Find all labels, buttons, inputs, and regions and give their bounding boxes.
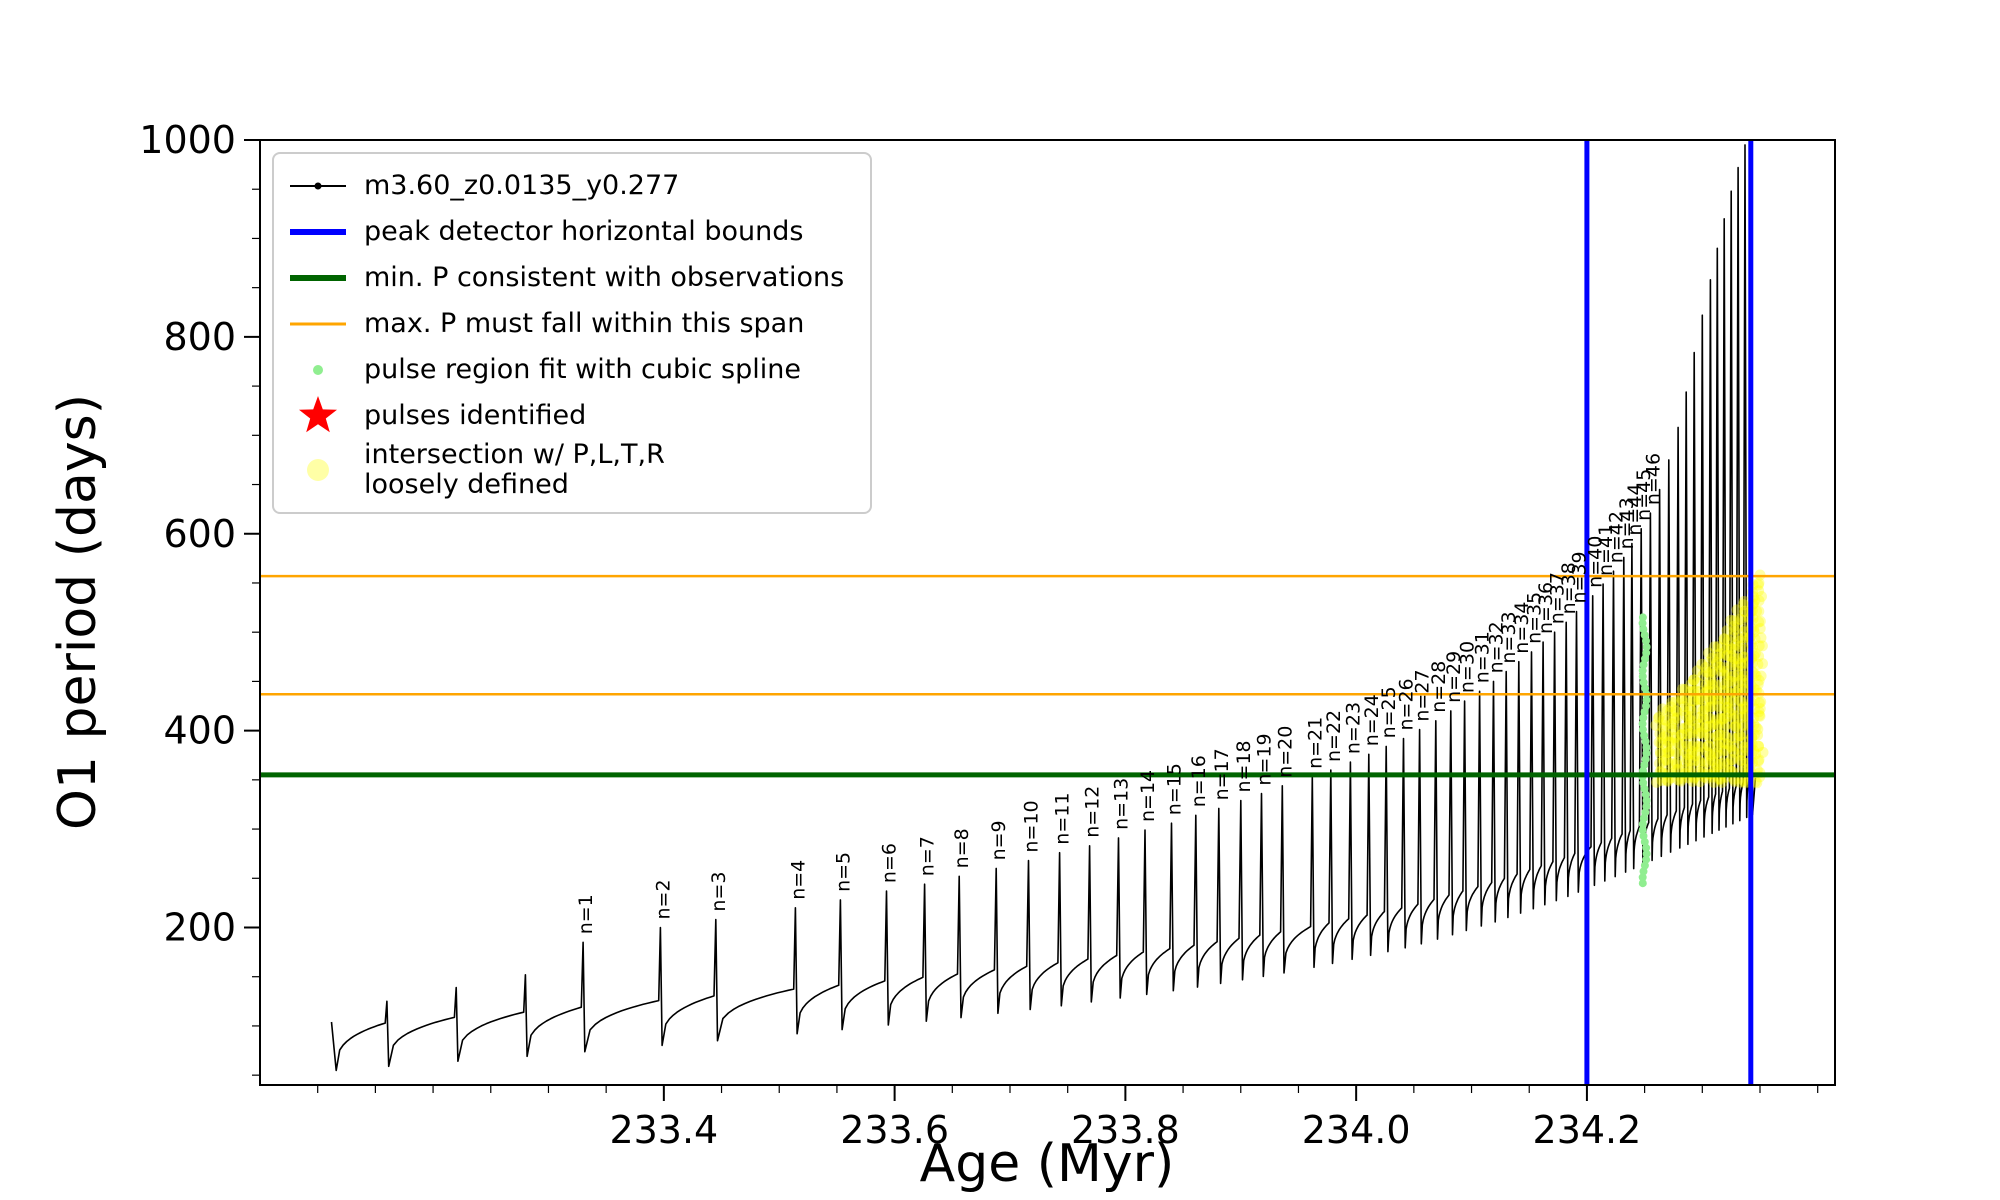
pulse-label: n=15 — [1164, 763, 1186, 815]
x-tick-label: 234.2 — [1533, 1108, 1642, 1152]
legend-item-label: min. P consistent with observations — [364, 261, 845, 293]
pulse-label: n=44 — [1624, 483, 1646, 535]
x-axis-label: Age (Myr) — [919, 1134, 1175, 1194]
pulse-label: n=34 — [1511, 602, 1533, 654]
legend-item-intersection: intersection w/ P,L,T,R loosely defined — [286, 439, 844, 501]
pulse-label: n=32 — [1486, 621, 1508, 673]
pulse-label: n=46 — [1642, 453, 1664, 505]
pulse-label: n=30 — [1457, 641, 1479, 693]
pulse-label: n=26 — [1396, 678, 1418, 730]
legend-item-label: pulses identified — [364, 399, 587, 431]
legend-item-max-p: max. P must fall within this span — [286, 302, 844, 346]
pulse-label: n=2 — [652, 879, 674, 919]
pulse-label: n=35 — [1524, 592, 1546, 644]
pulse-label: n=20 — [1274, 726, 1296, 778]
y-tick-label: 400 — [163, 709, 236, 753]
pulse-label: n=17 — [1211, 748, 1233, 800]
legend-item-pulse-region: pulse region fit with cubic spline — [286, 348, 844, 392]
pulse-label: n=39 — [1569, 551, 1591, 603]
pulse-label: n=21 — [1304, 717, 1326, 769]
pulse-label: n=43 — [1616, 497, 1638, 549]
pulse-label: n=28 — [1428, 661, 1450, 713]
legend: m3.60_z0.0135_y0.277 peak detector horiz… — [272, 152, 873, 515]
pulse-label: n=41 — [1595, 524, 1617, 576]
pulse-label: n=5 — [832, 852, 854, 892]
pulse-label: n=9 — [988, 820, 1010, 860]
yellow-blob-marker-icon — [286, 448, 350, 492]
legend-item-label: pulse region fit with cubic spline — [364, 353, 801, 385]
pulse-label: n=10 — [1021, 800, 1043, 852]
y-tick-label: 1000 — [139, 118, 236, 162]
pulse-label: n=7 — [917, 836, 939, 876]
pulse-label: n=31 — [1472, 631, 1494, 683]
pulse-label: n=25 — [1378, 686, 1400, 738]
y-tick-label: 800 — [163, 315, 236, 359]
x-tick-label: 234.0 — [1302, 1108, 1411, 1152]
pulse-label: n=18 — [1233, 740, 1255, 792]
pulse-label: n=6 — [879, 843, 901, 883]
legend-item-pulses-identified: pulses identified — [286, 394, 844, 438]
pulse-number-labels: n=1 n=2 n=3 n=4 n=5 n=6 n=7 n=8 n=9 n=10 n=11 n=12 n… — [575, 453, 1664, 934]
y-tick-label: 600 — [163, 512, 236, 556]
series-curve — [330, 144, 1757, 1072]
legend-item-label: peak detector horizontal bounds — [364, 215, 804, 247]
pulse-label: n=40 — [1585, 536, 1607, 588]
legend-item-peak-bounds: peak detector horizontal bounds — [286, 210, 844, 254]
orange-line-marker-icon — [286, 302, 350, 346]
x-tick-label: 233.6 — [840, 1108, 949, 1152]
y-axis-label: O1 period (days) — [48, 393, 108, 831]
red-star-marker-icon — [286, 394, 350, 438]
pulse-label: n=33 — [1498, 611, 1520, 663]
legend-item-label: max. P must fall within this span — [364, 307, 805, 339]
pulse-label: n=29 — [1443, 651, 1465, 703]
series-line-marker-icon — [286, 164, 350, 208]
pulse-label: n=13 — [1111, 778, 1133, 830]
blue-line-marker-icon — [286, 210, 350, 254]
plot-border — [259, 139, 1836, 1086]
green-line-marker-icon — [286, 256, 350, 300]
pulse-label: n=45 — [1633, 469, 1655, 521]
pulse-label: n=23 — [1342, 702, 1364, 754]
pulse-label: n=37 — [1547, 572, 1569, 624]
pulse-label: n=38 — [1558, 562, 1580, 614]
pulse-label: n=16 — [1188, 755, 1210, 807]
legend-item-series: m3.60_z0.0135_y0.277 — [286, 164, 844, 208]
pulse-label: n=4 — [787, 860, 809, 900]
pulse-label: n=19 — [1254, 733, 1276, 785]
pulse-label: n=22 — [1323, 710, 1345, 762]
pulse-label: n=8 — [951, 828, 973, 868]
pulse-label: n=42 — [1606, 511, 1628, 563]
pulse-label: n=24 — [1361, 694, 1383, 746]
pulse-label: n=27 — [1412, 669, 1434, 721]
y-tick-label: 200 — [163, 906, 236, 950]
pulse-label: n=36 — [1535, 582, 1557, 634]
pulse-label: n=14 — [1137, 770, 1159, 822]
axis-ticks: 233.4 233.6 233.8 234.0 234.2 200 400 600 800 100… — [139, 118, 1819, 1152]
legend-item-label: intersection w/ P,L,T,R loosely defined — [364, 439, 665, 501]
green-dot-marker-icon — [286, 348, 350, 392]
pulse-region-spline-dots — [1638, 613, 1651, 888]
x-tick-label: 233.8 — [1071, 1108, 1180, 1152]
legend-item-label: m3.60_z0.0135_y0.277 — [364, 169, 680, 201]
pulse-label: n=12 — [1082, 786, 1104, 838]
pulse-label: n=11 — [1052, 793, 1074, 845]
x-tick-label: 233.4 — [609, 1108, 718, 1152]
legend-item-min-p: min. P consistent with observations — [286, 256, 844, 300]
pulse-label: n=3 — [708, 872, 730, 912]
pulse-label: n=1 — [575, 894, 597, 934]
